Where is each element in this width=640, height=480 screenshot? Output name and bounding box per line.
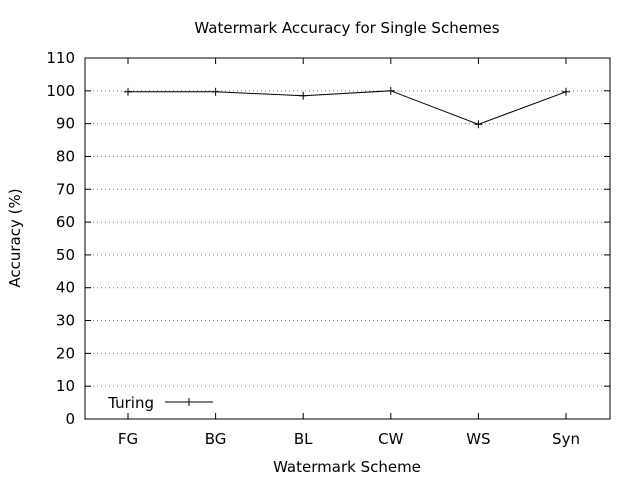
y-tick-label-30: 30: [56, 312, 75, 330]
legend: Turing: [107, 394, 213, 412]
y-tick-label-80: 80: [56, 147, 75, 165]
data-point-CW: [386, 86, 395, 95]
x-tick-label-BG: BG: [205, 430, 227, 448]
y-tick-label-50: 50: [56, 246, 75, 264]
y-tick-label-0: 0: [65, 410, 75, 428]
x-tick-label-WS: WS: [466, 430, 490, 448]
y-tick-label-20: 20: [56, 344, 75, 362]
legend-label: Turing: [107, 394, 154, 412]
y-axis-label: Accuracy (%): [6, 188, 24, 287]
data-point-FG: [124, 87, 132, 96]
x-tick-label-FG: FG: [118, 430, 138, 448]
y-tick-label-10: 10: [56, 377, 75, 395]
y-tick-label-110: 110: [46, 49, 75, 67]
x-tick-label-BL: BL: [294, 430, 313, 448]
x-tick-label-CW: CW: [378, 430, 403, 448]
x-tick-label-Syn: Syn: [552, 430, 580, 448]
data-point-WS: [474, 120, 483, 129]
gridlines: [85, 90, 610, 387]
x-axis-ticks: FG BG BL CW WS Syn: [118, 58, 580, 448]
x-axis-label: Watermark Scheme: [273, 458, 421, 476]
y-tick-label-90: 90: [56, 115, 75, 133]
y-axis-ticks: 0 10 20 30 40 50 60 70 80 90 100 110: [46, 49, 610, 428]
series-group: [124, 86, 570, 129]
plot-frame: [84, 57, 611, 420]
y-tick-label-100: 100: [46, 82, 75, 100]
y-tick-label-70: 70: [56, 180, 75, 198]
axes: [84, 57, 611, 420]
data-point-Syn: [562, 87, 570, 96]
series-line-0: [128, 90, 567, 125]
data-point-BL: [299, 91, 308, 100]
chart-title: Watermark Accuracy for Single Schemes: [194, 19, 499, 37]
data-point-BG: [211, 87, 220, 96]
y-tick-label-60: 60: [56, 213, 75, 231]
y-tick-label-40: 40: [56, 279, 75, 297]
